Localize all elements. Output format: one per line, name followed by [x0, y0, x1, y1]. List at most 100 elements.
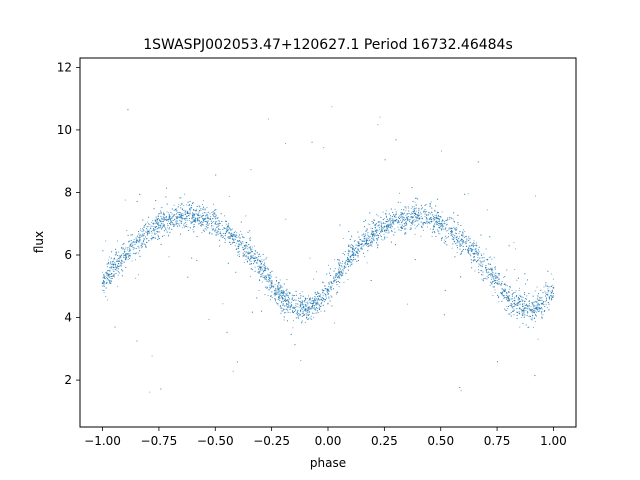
data-point — [136, 235, 138, 237]
data-point — [531, 309, 533, 311]
data-point — [215, 214, 217, 216]
data-point — [113, 257, 115, 259]
data-point — [120, 262, 123, 264]
data-point — [417, 225, 419, 227]
data-point — [201, 216, 203, 218]
data-point — [232, 233, 234, 235]
data-point — [268, 289, 270, 291]
data-point — [234, 230, 236, 232]
data-point — [267, 269, 269, 271]
data-point — [161, 221, 164, 223]
data-point — [165, 196, 167, 198]
data-point — [350, 244, 352, 246]
data-point — [380, 231, 382, 233]
data-point — [516, 311, 518, 313]
data-point — [397, 221, 399, 223]
data-point — [470, 259, 472, 261]
data-point — [344, 251, 346, 253]
data-point — [161, 226, 163, 228]
scatter-points — [101, 106, 555, 393]
data-point — [354, 254, 356, 256]
data-point — [342, 272, 344, 274]
data-point — [494, 291, 496, 294]
data-point — [366, 228, 368, 230]
data-point — [289, 305, 292, 307]
data-point — [240, 243, 242, 245]
data-point — [186, 204, 188, 206]
data-point — [545, 284, 547, 286]
data-point — [394, 244, 397, 246]
data-point — [269, 281, 271, 283]
data-point — [452, 243, 454, 245]
data-point — [158, 227, 160, 229]
data-point — [173, 225, 175, 227]
data-point — [371, 240, 373, 243]
data-point — [117, 265, 119, 267]
data-point — [428, 221, 430, 224]
data-point — [163, 219, 165, 221]
data-point — [335, 281, 337, 283]
data-point — [125, 259, 127, 261]
data-point — [258, 290, 260, 292]
data-point — [217, 231, 219, 233]
data-point — [454, 227, 456, 229]
data-point — [184, 225, 187, 227]
data-point — [479, 264, 481, 266]
data-point — [469, 241, 471, 243]
data-point — [387, 232, 389, 234]
data-point — [313, 306, 315, 308]
data-point — [307, 295, 310, 297]
data-point — [221, 225, 223, 227]
data-point — [411, 223, 413, 225]
data-point — [144, 224, 146, 227]
data-point — [206, 207, 208, 209]
data-point — [187, 276, 189, 278]
data-point — [348, 251, 350, 253]
data-point — [114, 254, 116, 256]
data-point — [190, 221, 192, 223]
data-point — [217, 225, 220, 227]
data-point — [364, 235, 366, 237]
data-point — [355, 254, 357, 256]
data-point — [160, 243, 162, 246]
data-point — [317, 310, 319, 312]
data-point — [121, 265, 123, 267]
data-point — [482, 263, 484, 265]
data-point — [298, 313, 300, 315]
data-point — [110, 257, 112, 259]
data-point — [491, 275, 493, 278]
data-point — [338, 259, 341, 261]
data-point — [158, 237, 160, 239]
data-point — [287, 295, 289, 297]
data-point — [103, 277, 106, 279]
data-point — [521, 309, 523, 311]
data-point — [371, 240, 373, 242]
data-point — [469, 238, 472, 240]
data-point — [147, 221, 149, 223]
data-point — [324, 310, 326, 312]
data-point — [327, 302, 329, 304]
data-point — [275, 302, 278, 304]
data-point — [493, 282, 496, 285]
data-point — [409, 218, 411, 221]
data-point — [124, 199, 126, 201]
data-point — [519, 295, 522, 298]
data-point — [370, 244, 372, 246]
data-point — [157, 235, 160, 237]
data-point — [511, 295, 513, 297]
data-point — [211, 211, 213, 214]
data-point — [368, 236, 370, 238]
data-point — [153, 226, 155, 228]
data-point — [284, 312, 286, 314]
data-point — [489, 284, 491, 286]
data-point — [316, 298, 318, 300]
data-point — [254, 253, 256, 255]
data-point — [334, 273, 337, 275]
data-point — [212, 212, 214, 214]
data-point — [282, 290, 284, 292]
data-point — [465, 245, 467, 248]
data-point — [479, 257, 481, 259]
data-point — [315, 308, 317, 310]
data-point — [431, 231, 433, 233]
data-point — [301, 291, 303, 293]
